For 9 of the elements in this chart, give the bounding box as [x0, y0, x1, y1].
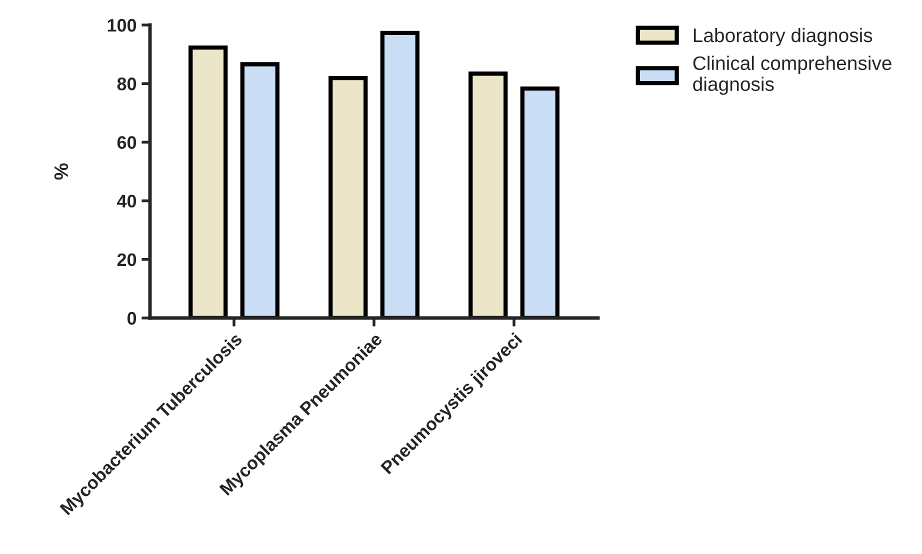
y-tick-label: 100	[108, 18, 136, 32]
y-tick-label: 80	[117, 78, 136, 90]
y-tick-label: 0	[127, 312, 136, 325]
y-axis-title: %	[54, 163, 68, 180]
y-tick-label: 60	[117, 136, 136, 149]
y-tick-label: 40	[117, 194, 136, 208]
legend-label: Clinical comprehensive diagnosis	[693, 56, 892, 95]
legend-label: Laboratory diagnosis	[694, 28, 872, 46]
y-tick-label: 20	[117, 253, 136, 266]
